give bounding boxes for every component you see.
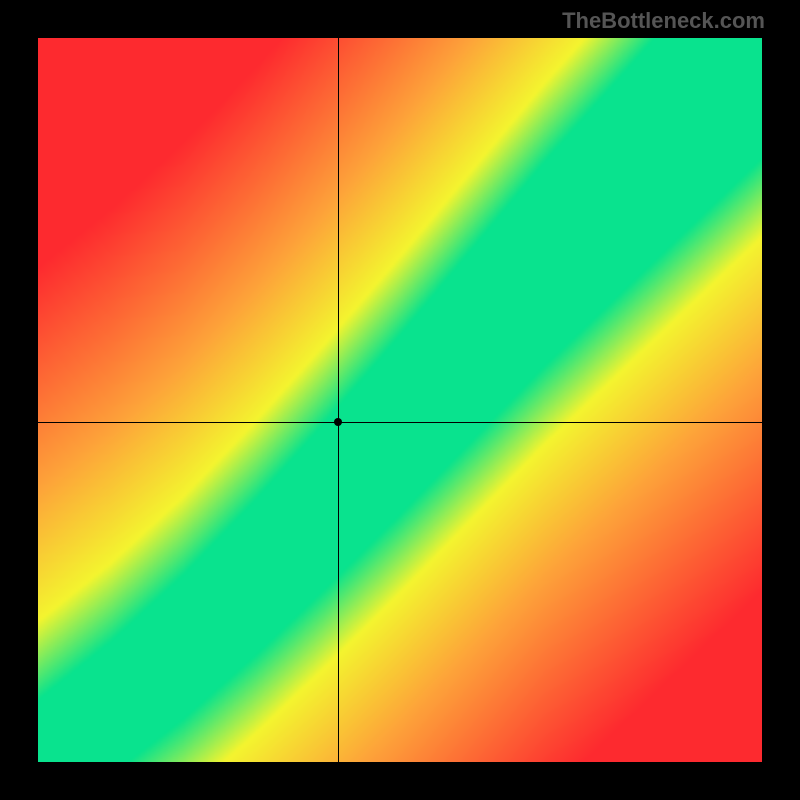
crosshair-vertical xyxy=(338,38,339,762)
crosshair-horizontal xyxy=(38,422,762,423)
crosshair-dot xyxy=(334,418,342,426)
bottleneck-heatmap xyxy=(38,38,762,762)
heatmap-canvas xyxy=(38,38,762,762)
watermark: TheBottleneck.com xyxy=(562,8,765,34)
